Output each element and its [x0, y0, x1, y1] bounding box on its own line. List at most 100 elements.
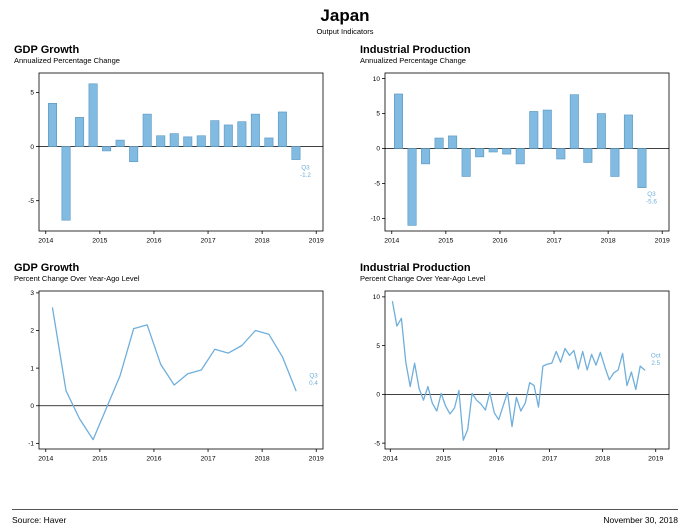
- x-tick-label: 2018: [255, 455, 270, 462]
- bar: [183, 136, 193, 147]
- chart-panel-gdp-annualized: GDP Growth Annualized Percentage Change …: [12, 44, 332, 248]
- plot-frame: [38, 72, 324, 231]
- bar: [394, 93, 404, 149]
- bar: [142, 113, 152, 147]
- bar: [515, 147, 525, 164]
- chart-subtitle: Annualized Percentage Change: [14, 55, 120, 65]
- bar: [223, 124, 233, 147]
- bar: [88, 83, 98, 147]
- chart-title: Industrial Production: [360, 261, 471, 274]
- bar: [421, 147, 431, 164]
- y-tick-label: -5: [28, 197, 34, 204]
- y-tick-label: -5: [374, 180, 380, 187]
- bar: [596, 112, 606, 149]
- plot-frame: [384, 72, 670, 231]
- gdp-annualized-bar-chart: -5 0 5 2014 2015 2016 2017 2018 2019 Q3-1.2: [28, 72, 324, 244]
- bar: [129, 145, 139, 162]
- annotation-label: 0.4: [309, 380, 318, 387]
- bar: [475, 147, 485, 157]
- bar: [448, 135, 458, 149]
- x-tick-label: 2015: [92, 237, 107, 244]
- chart-panel-gdp-yoy: GDP Growth Percent Change Over Year-Ago …: [12, 262, 332, 466]
- charts-grid: GDP Growth Annualized Percentage Change …: [12, 44, 678, 466]
- bar: [502, 147, 512, 154]
- bar: [277, 111, 287, 147]
- y-tick-label: 1: [30, 365, 34, 372]
- source-label: Source: Haver: [12, 515, 67, 525]
- bar: [250, 113, 260, 147]
- x-tick-label: 2014: [384, 237, 399, 244]
- x-tick-label: 2017: [542, 455, 557, 462]
- bar: [488, 147, 498, 152]
- bar: [529, 110, 539, 149]
- chart-subtitle: Percent Change Over Year-Ago Level: [360, 273, 486, 283]
- chart-panel-ip-annualized: Industrial Production Annualized Percent…: [358, 44, 678, 248]
- annotation-label: -1.2: [300, 171, 311, 178]
- x-tick-label: 2018: [255, 237, 270, 244]
- x-tick-label: 2019: [655, 237, 670, 244]
- bar: [291, 145, 301, 160]
- x-tick-label: 2015: [438, 237, 453, 244]
- y-tick-label: 10: [373, 294, 381, 301]
- bar: [461, 147, 471, 177]
- x-tick-label: 2015: [92, 455, 107, 462]
- y-tick-label: 10: [373, 75, 381, 82]
- bar: [556, 147, 566, 159]
- annotation-label: Q3: [301, 164, 310, 171]
- bar: [61, 145, 71, 221]
- y-tick-label: 0: [30, 143, 34, 150]
- x-tick-label: 2016: [492, 237, 507, 244]
- x-tick-label: 2017: [200, 455, 215, 462]
- page-subtitle: Output Indicators: [316, 26, 374, 36]
- y-tick-label: 3: [30, 290, 34, 297]
- chart-subtitle: Annualized Percentage Change: [360, 55, 466, 65]
- x-tick-label: 2019: [309, 237, 324, 244]
- y-tick-label: 2: [30, 327, 34, 334]
- y-tick-label: -1: [28, 440, 34, 447]
- y-tick-label: 5: [30, 89, 34, 96]
- annotation-label: -5.6: [646, 198, 657, 205]
- page-title: Japan: [320, 6, 370, 25]
- plot-frame: [38, 290, 324, 449]
- bar: [75, 116, 85, 147]
- x-tick-label: 2018: [595, 455, 610, 462]
- chart-title: GDP Growth: [14, 43, 80, 56]
- x-tick-label: 2019: [309, 455, 324, 462]
- chart-title: GDP Growth: [14, 261, 80, 274]
- report-header: Japan Output Indicators: [12, 6, 678, 36]
- bar: [169, 132, 179, 147]
- chart-subtitle: Percent Change Over Year-Ago Level: [14, 273, 140, 283]
- industrial-production-bar-chart: -10 -5 0 5 10 2014 2015 2016 2017 2018 2019 Q3-5.6: [371, 72, 670, 244]
- chart-panel-ip-yoy: Industrial Production Percent Change Ove…: [358, 262, 678, 466]
- y-tick-label: 5: [376, 110, 380, 117]
- x-tick-label: 2014: [38, 455, 53, 462]
- bar: [115, 139, 125, 147]
- bar: [583, 147, 593, 163]
- x-tick-label: 2016: [146, 455, 161, 462]
- y-tick-label: -10: [371, 215, 381, 222]
- y-tick-label: 0: [376, 391, 380, 398]
- x-tick-label: 2015: [436, 455, 451, 462]
- bar: [569, 93, 579, 149]
- y-tick-label: -5: [374, 440, 380, 447]
- x-tick-label: 2016: [489, 455, 504, 462]
- x-tick-label: 2017: [200, 237, 215, 244]
- bar: [210, 119, 220, 147]
- gdp-yoy-line-chart: -1 0 1 2 3 2014 2015 2016 2017 2018 2019 Q30.4: [28, 290, 324, 462]
- x-tick-label: 2017: [546, 237, 561, 244]
- bar: [610, 147, 620, 177]
- bar: [48, 102, 58, 147]
- annotation-label: 2.5: [651, 359, 660, 366]
- annotation-label: Q3: [647, 191, 656, 198]
- bar: [542, 109, 552, 149]
- x-tick-label: 2018: [601, 237, 616, 244]
- x-tick-label: 2014: [383, 455, 398, 462]
- bar: [196, 135, 206, 147]
- bar: [156, 135, 166, 147]
- y-tick-label: 5: [376, 342, 380, 349]
- bar: [434, 137, 444, 149]
- footer: Source: Haver November 30, 2018: [12, 509, 678, 525]
- chart-title: Industrial Production: [360, 43, 471, 56]
- x-tick-label: 2016: [146, 237, 161, 244]
